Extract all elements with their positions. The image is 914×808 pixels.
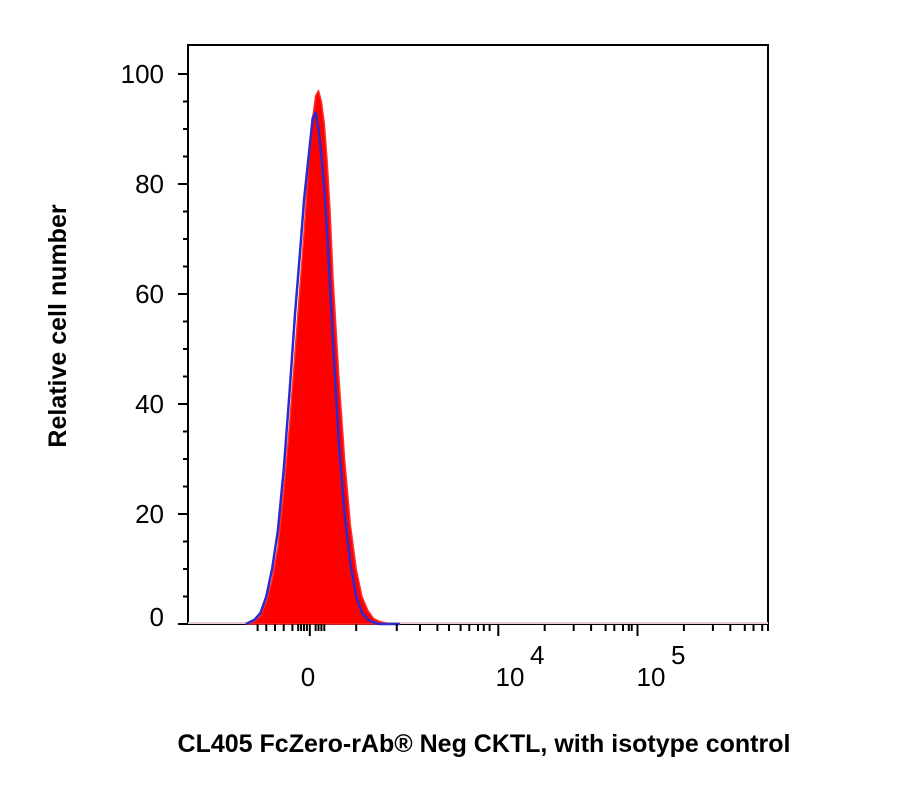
x-tick-label: 10 — [637, 662, 666, 692]
x-tick-exponent: 5 — [671, 640, 685, 670]
y-tick-label: 0 — [150, 602, 164, 632]
x-tick-label: 0 — [301, 662, 315, 692]
x-tick-exponent: 4 — [530, 640, 544, 670]
y-tick-label: 80 — [135, 169, 164, 199]
y-tick-label: 20 — [135, 499, 164, 529]
histogram-series-1 — [245, 111, 400, 626]
y-tick-label: 40 — [135, 389, 164, 419]
histogram-series-0 — [245, 89, 401, 625]
y-tick-label: 100 — [121, 59, 164, 89]
plot-frame — [187, 44, 769, 625]
y-tick-label: 60 — [135, 279, 164, 309]
x-tick-label: 10 — [496, 662, 525, 692]
x-axis-label: CL405 FcZero-rAb® Neg CKTL, with isotype… — [178, 730, 791, 758]
y-axis-label: Relative cell number — [44, 204, 72, 447]
plot-area — [187, 44, 769, 626]
